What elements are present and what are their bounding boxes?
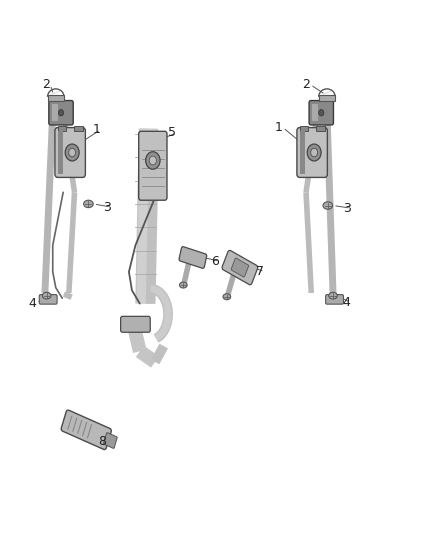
- Ellipse shape: [329, 292, 337, 299]
- Text: 8: 8: [99, 435, 106, 448]
- Bar: [47, 95, 64, 101]
- Ellipse shape: [42, 292, 51, 299]
- Text: 7: 7: [256, 265, 265, 278]
- FancyBboxPatch shape: [222, 251, 258, 285]
- FancyBboxPatch shape: [55, 127, 85, 177]
- FancyBboxPatch shape: [120, 317, 150, 332]
- Ellipse shape: [149, 156, 156, 165]
- Ellipse shape: [323, 202, 332, 209]
- Text: 2: 2: [42, 78, 50, 91]
- Bar: [300, 126, 308, 131]
- Bar: [74, 126, 83, 131]
- Ellipse shape: [84, 200, 93, 208]
- Ellipse shape: [311, 148, 318, 157]
- Ellipse shape: [58, 110, 64, 116]
- Ellipse shape: [146, 152, 160, 169]
- FancyBboxPatch shape: [103, 433, 117, 448]
- Text: 6: 6: [212, 255, 219, 268]
- Bar: [316, 126, 325, 131]
- FancyBboxPatch shape: [139, 131, 167, 200]
- Ellipse shape: [223, 294, 231, 300]
- FancyBboxPatch shape: [309, 101, 333, 125]
- Bar: [57, 126, 67, 131]
- FancyBboxPatch shape: [49, 101, 73, 125]
- Text: 4: 4: [343, 296, 350, 309]
- FancyBboxPatch shape: [325, 295, 343, 304]
- Text: 5: 5: [169, 126, 177, 140]
- Text: 4: 4: [29, 297, 37, 310]
- Text: 1: 1: [275, 121, 283, 134]
- FancyBboxPatch shape: [297, 127, 327, 177]
- Text: 3: 3: [343, 201, 350, 215]
- Ellipse shape: [69, 148, 76, 157]
- Ellipse shape: [319, 110, 324, 116]
- Bar: [319, 95, 335, 101]
- Text: 2: 2: [302, 78, 310, 91]
- Ellipse shape: [180, 282, 187, 288]
- Ellipse shape: [65, 144, 79, 161]
- FancyBboxPatch shape: [179, 247, 207, 268]
- Bar: [312, 104, 318, 121]
- Ellipse shape: [307, 144, 321, 161]
- Bar: [300, 131, 305, 174]
- Bar: [52, 104, 58, 121]
- FancyBboxPatch shape: [61, 410, 111, 449]
- Text: 3: 3: [103, 200, 111, 214]
- Bar: [57, 131, 63, 174]
- FancyBboxPatch shape: [39, 295, 57, 304]
- FancyBboxPatch shape: [231, 258, 249, 277]
- Text: 1: 1: [92, 123, 100, 136]
